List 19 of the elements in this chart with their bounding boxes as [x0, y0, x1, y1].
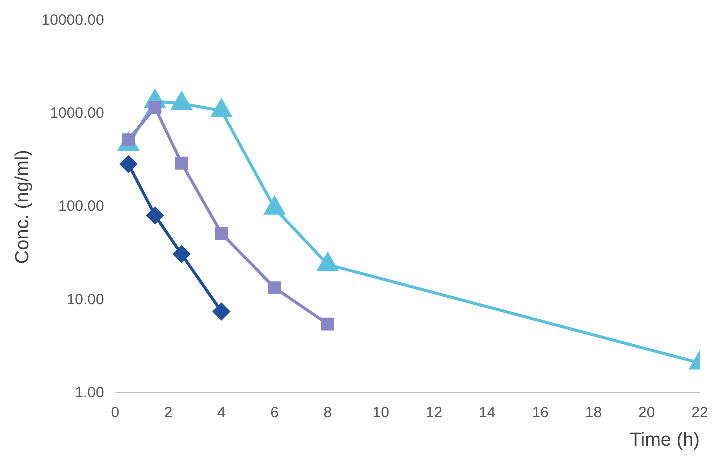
x-axis-title: Time (h): [630, 430, 700, 451]
y-axis-title: Conc. (ng/ml): [12, 150, 34, 264]
y-tick-label: 10000.00: [42, 12, 104, 30]
x-tick-label: 10: [372, 404, 390, 422]
x-tick-label: 0: [111, 404, 120, 422]
x-tick-label: 2: [164, 404, 173, 422]
x-tick-label: 18: [585, 404, 602, 422]
x-tick-label: 8: [324, 404, 332, 422]
x-tick-label: 6: [270, 404, 279, 422]
y-tick-label: 100.00: [58, 198, 104, 216]
x-tick-label: 22: [692, 404, 708, 422]
y-tick-label: 10.00: [66, 291, 104, 308]
x-tick-label: 20: [638, 404, 656, 422]
x-tick-label: 4: [217, 404, 226, 422]
x-tick-label: 14: [479, 404, 496, 422]
y-tick-label: 1.00: [75, 384, 104, 402]
y-tick-label: 1000.00: [50, 105, 104, 122]
x-tick-label: 12: [426, 404, 443, 422]
x-tick-label: 16: [532, 404, 549, 422]
